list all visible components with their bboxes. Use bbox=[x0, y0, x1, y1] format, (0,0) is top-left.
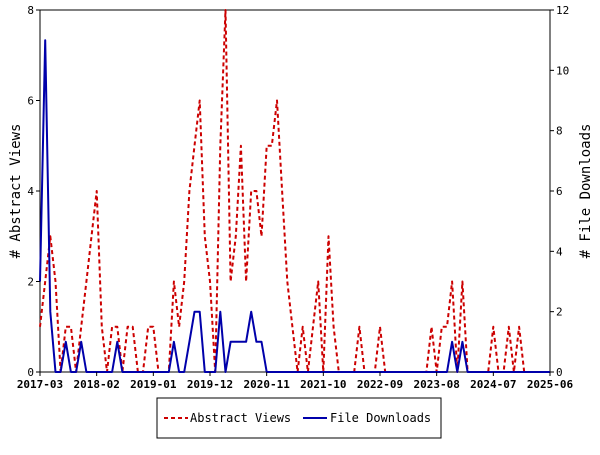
x-tick-label: 2024-07 bbox=[470, 378, 516, 391]
series-line-abstract-views bbox=[39, 9, 550, 373]
x-tick-label: 2023-08 bbox=[413, 378, 459, 391]
y2-tick-label: 4 bbox=[556, 245, 563, 258]
legend-label-downloads: File Downloads bbox=[330, 411, 431, 425]
y2-tick-label: 2 bbox=[556, 306, 563, 319]
y2-tick-label: 8 bbox=[556, 125, 563, 138]
y-tick-label: 8 bbox=[27, 4, 34, 17]
x-tick-label: 2019-01 bbox=[130, 378, 177, 391]
y2-tick-label: 12 bbox=[556, 4, 569, 17]
y2-axis-title: # File Downloads bbox=[578, 124, 594, 259]
y-tick-label: 4 bbox=[27, 185, 34, 198]
x-tick-label: 2021-10 bbox=[300, 378, 346, 391]
ticks-layer: 2017-03 2018-02 2019-01 2019-12 2020-11 2021-… bbox=[17, 4, 574, 391]
series-line-file-downloads bbox=[39, 39, 550, 373]
legend-label-views: Abstract Views bbox=[190, 411, 291, 425]
y2-tick-label: 0 bbox=[556, 366, 563, 379]
x-tick-label: 2017-03 bbox=[17, 378, 63, 391]
plot-area bbox=[39, 9, 551, 373]
y-tick-label: 0 bbox=[27, 366, 34, 379]
x-tick-label: 2022-09 bbox=[357, 378, 403, 391]
y2-tick-label: 6 bbox=[556, 185, 563, 198]
y-axis-title: # Abstract Views bbox=[8, 124, 24, 259]
y-tick-label: 2 bbox=[27, 276, 34, 289]
x-tick-label: 2025-06 bbox=[527, 378, 574, 391]
series-layer bbox=[39, 9, 550, 373]
y2-tick-label: 10 bbox=[556, 64, 569, 77]
legend: Abstract Views File Downloads bbox=[156, 397, 442, 439]
legend-box bbox=[156, 397, 442, 439]
x-tick-label: 2018-02 bbox=[73, 378, 119, 391]
x-tick-label: 2019-12 bbox=[187, 378, 233, 391]
y-tick-label: 6 bbox=[27, 95, 34, 108]
x-tick-label: 2020-11 bbox=[243, 378, 290, 391]
